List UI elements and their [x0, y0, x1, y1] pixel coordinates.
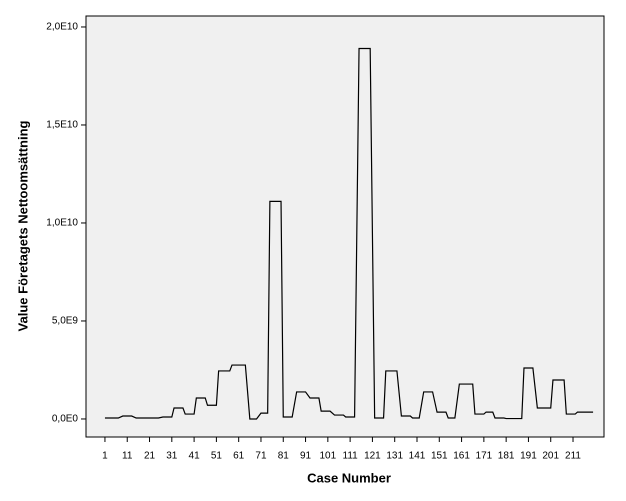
x-tick-label: 81	[278, 451, 290, 462]
x-axis-label: Case Number	[307, 470, 391, 485]
data-line	[104, 47, 594, 420]
plot-area	[85, 15, 605, 438]
x-tick-label: 51	[211, 451, 223, 462]
x-tick-label: 91	[300, 451, 312, 462]
x-tick-label: 141	[409, 451, 426, 462]
x-tick-label: 111	[343, 451, 359, 462]
y-tick-label: 5,0E9	[52, 316, 79, 327]
y-tick-label: 1,5E10	[46, 120, 78, 131]
x-tick-label: 121	[364, 451, 381, 462]
x-tick-label: 21	[144, 451, 156, 462]
x-tick-label: 31	[166, 451, 178, 462]
x-tick-label: 201	[542, 451, 559, 462]
x-tick-label: 171	[476, 451, 493, 462]
x-tick-label: 11	[122, 451, 133, 462]
x-tick-label: 1	[102, 451, 108, 462]
x-tick-label: 191	[520, 451, 537, 462]
x-tick-label: 211	[565, 451, 581, 462]
y-axis-label: Value Företagets Nettoomsättning	[15, 120, 30, 331]
y-tick-label: 1,0E10	[46, 218, 78, 229]
y-tick-label: 0,0E0	[52, 414, 79, 425]
x-tick-label: 151	[431, 451, 448, 462]
x-tick-label: 61	[233, 451, 245, 462]
x-tick-label: 181	[498, 451, 515, 462]
x-tick-label: 41	[189, 451, 201, 462]
x-tick-label: 161	[453, 451, 470, 462]
x-tick-label: 131	[386, 451, 403, 462]
y-tick-label: 2,0E10	[46, 22, 78, 33]
x-tick-label: 101	[319, 451, 336, 462]
x-tick-label: 71	[255, 451, 267, 462]
